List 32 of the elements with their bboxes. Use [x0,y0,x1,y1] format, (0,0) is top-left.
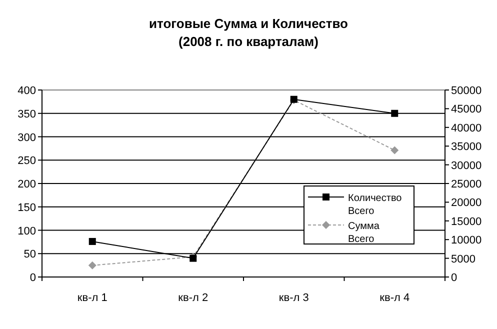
y2-tick-label: 0 [451,272,458,284]
chart-subtitle: (2008 г. по кварталам) [178,34,318,49]
legend-label: Количество Всего [348,193,402,217]
y2-tick-label: 10000 [451,234,482,247]
point [390,146,399,154]
legend-label: Сумма Всего [348,221,380,245]
y2-tick-label: 35000 [451,141,482,154]
chart-title: итоговые Сумма и Количество [149,16,348,31]
y-tick-label: 200 [18,178,36,190]
y2-tick-label: 25000 [451,178,482,190]
y2-tick-label: 15000 [451,216,482,228]
y-tick-label: 350 [18,108,36,120]
y-tick-label: 150 [18,202,36,214]
x-tick-label: кв-л 1 [77,292,108,304]
point [88,238,96,245]
y-tick-label: 300 [18,132,36,144]
y-tick-label: 50 [24,248,36,261]
y2-tick-label: 30000 [451,160,482,172]
x-tick-label: кв-л 4 [380,292,410,304]
y2-tick-label: 45000 [451,104,482,116]
y-tick-label: 100 [18,225,36,238]
point [88,261,96,270]
y-tick-label: 400 [18,85,36,97]
y2-tick-label: 50000 [451,85,482,97]
y2-tick-label: 5000 [451,253,476,266]
y2-tick-label: 40000 [451,122,482,134]
y2-tick-label: 20000 [451,197,482,210]
point [391,110,398,117]
x-tick-label: кв-л 2 [178,292,208,304]
y-tick-label: 0 [30,272,36,284]
y-tick-label: 250 [18,155,36,168]
x-tick-label: кв-л 3 [278,292,309,304]
